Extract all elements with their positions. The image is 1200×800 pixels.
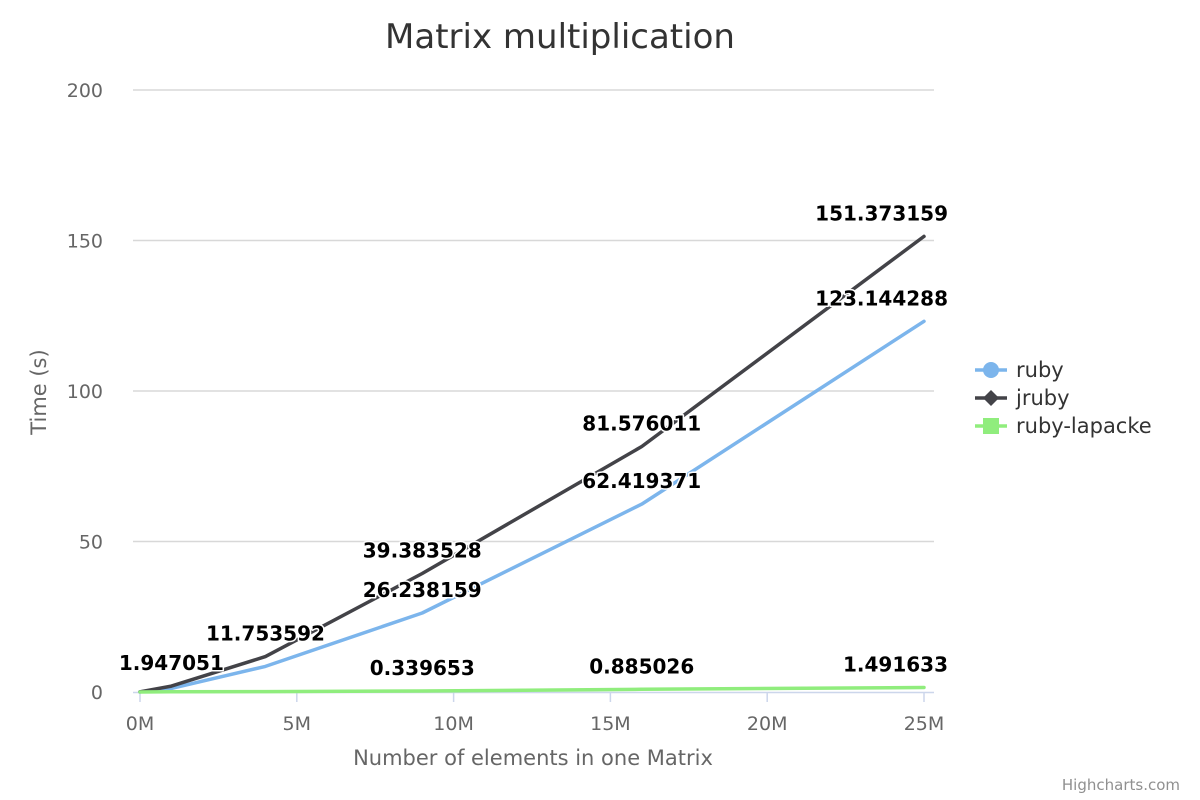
legend-marker-circle [983, 362, 999, 378]
legend-label: ruby-lapacke [1016, 414, 1152, 438]
legend-label: ruby [1016, 358, 1064, 382]
legend-item-ruby-lapacke[interactable]: ruby-lapacke [975, 414, 1152, 438]
x-tick-label: 0M [126, 713, 154, 735]
chart-title: Matrix multiplication [385, 17, 735, 57]
data-label: 123.144288 [815, 286, 948, 310]
y-tick-label: 100 [67, 381, 103, 403]
axes: 0 50 100 150 200 0M 5M 10M 15M 20M 25M [67, 80, 945, 735]
series-lines [138, 234, 926, 694]
data-label: 0.339653 [370, 656, 475, 680]
x-tick-label: 15M [590, 713, 631, 735]
x-tick-label: 5M [283, 713, 311, 735]
legend-item-jruby[interactable]: jruby [975, 386, 1070, 410]
data-label: 0.885026 [589, 654, 694, 678]
legend-label: jruby [1015, 386, 1070, 410]
series-line-ruby[interactable] [138, 319, 926, 694]
data-labels: 26.238159 62.419371 123.144288 1.947051 11.7… [117, 200, 949, 682]
data-label: 1.947051 [119, 651, 224, 675]
data-label: 62.419371 [582, 469, 701, 493]
x-tick-label: 25M [904, 713, 945, 735]
legend-marker-square [983, 418, 999, 434]
data-label: 26.238159 [363, 578, 482, 602]
y-tick-label: 0 [91, 682, 103, 704]
y-tick-label: 50 [79, 532, 103, 554]
y-tick-label: 200 [67, 80, 103, 102]
y-axis-title: Time (s) [27, 349, 51, 435]
legend-item-ruby[interactable]: ruby [975, 358, 1064, 382]
y-tick-label: 150 [67, 231, 103, 253]
series-line-ruby-lapacke[interactable] [138, 685, 926, 694]
x-tick-label: 20M [747, 713, 788, 735]
data-label: 11.753592 [206, 622, 325, 646]
series-line-jruby[interactable] [138, 234, 926, 694]
x-axis-title: Number of elements in one Matrix [353, 746, 713, 770]
data-label: 39.383528 [363, 538, 482, 562]
data-label: 1.491633 [843, 653, 948, 677]
credits-link[interactable]: Highcharts.com [1062, 776, 1180, 794]
x-tick-label: 10M [433, 713, 474, 735]
data-label: 81.576011 [582, 411, 701, 435]
legend-marker-diamond [983, 390, 999, 406]
gridlines [133, 89, 934, 543]
data-label: 151.373159 [815, 201, 948, 225]
legend: ruby jruby ruby-lapacke [975, 358, 1152, 438]
